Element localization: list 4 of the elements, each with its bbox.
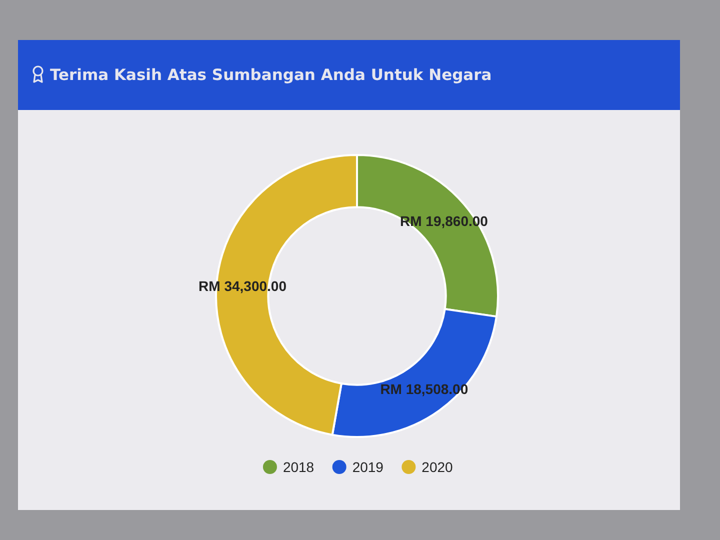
legend-label: 2019 [352, 459, 384, 475]
chart-title: Terima Kasih Atas Sumbangan Anda Untuk Negara [50, 66, 492, 84]
legend-label: 2020 [422, 459, 454, 475]
legend-label: 2018 [282, 459, 314, 475]
